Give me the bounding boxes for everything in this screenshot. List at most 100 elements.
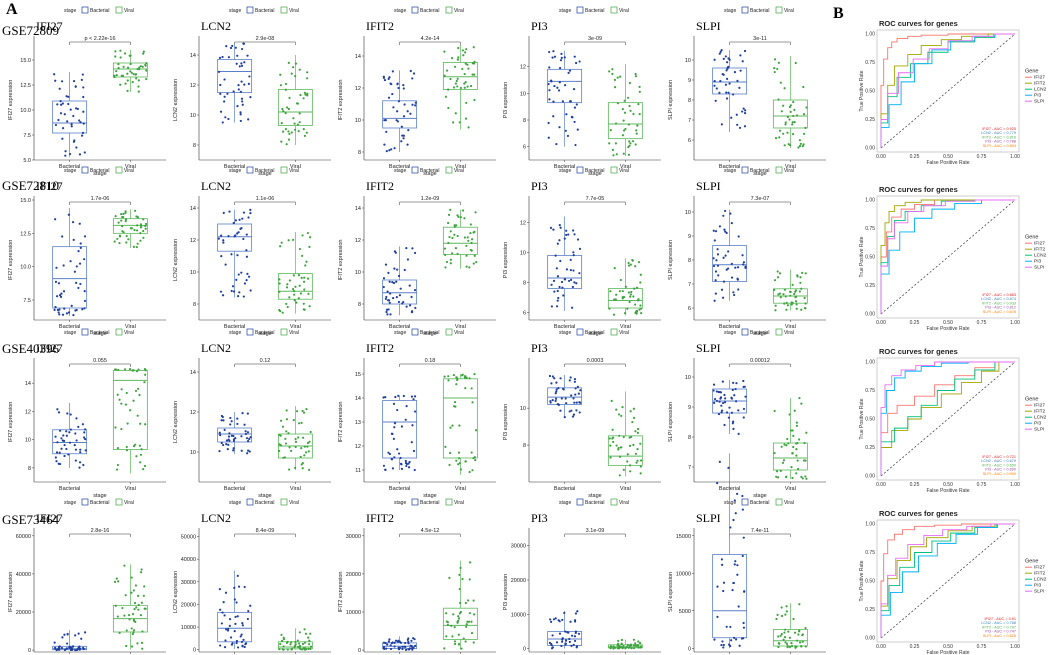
- data-point-bacterial: [246, 452, 249, 455]
- legend-title: stage: [229, 168, 241, 174]
- data-point-viral: [638, 113, 641, 116]
- y-tick-label: 8: [523, 443, 526, 449]
- data-point-bacterial: [555, 388, 558, 391]
- y-tick-label: 50000: [181, 535, 196, 541]
- data-point-viral: [287, 239, 290, 242]
- data-point-bacterial: [741, 254, 744, 257]
- box-bacterial: [712, 554, 748, 639]
- panel-b-label: B: [833, 5, 844, 22]
- data-point-bacterial: [720, 411, 723, 414]
- data-point-bacterial: [221, 294, 225, 297]
- legend-label-viral: Viral: [124, 500, 134, 506]
- data-point-viral: [293, 646, 296, 649]
- y-tick-label: 9: [688, 78, 691, 84]
- y-axis-title: SLPI expression: [668, 572, 674, 612]
- legend-title: stage: [229, 500, 241, 506]
- data-point-viral: [448, 576, 451, 579]
- data-point-bacterial: [79, 246, 82, 249]
- data-point-viral: [114, 215, 117, 218]
- data-point-bacterial: [412, 72, 416, 75]
- data-point-bacterial: [405, 246, 408, 250]
- data-point-viral: [626, 460, 629, 463]
- y-tick-label: 8: [358, 150, 361, 156]
- roc-y-tick-label: 0.50: [865, 417, 875, 423]
- data-point-bacterial: [232, 449, 235, 452]
- roc-legend-label-ifi27: IFI27: [1034, 403, 1045, 409]
- y-tick-label: 6: [523, 311, 526, 317]
- data-point-bacterial: [391, 92, 394, 96]
- gene-title: IFIT2: [366, 19, 394, 33]
- data-point-bacterial: [577, 392, 580, 395]
- data-point-viral: [785, 642, 789, 645]
- data-point-viral: [795, 303, 798, 306]
- x-axis-title: stage: [753, 331, 766, 337]
- data-point-bacterial: [382, 277, 386, 280]
- data-point-bacterial: [722, 581, 726, 584]
- data-point-bacterial: [397, 394, 400, 397]
- data-point-bacterial: [384, 396, 387, 399]
- data-point-viral: [780, 606, 783, 609]
- data-point-viral: [465, 623, 468, 626]
- data-point-viral: [308, 245, 311, 248]
- data-point-bacterial: [569, 620, 572, 623]
- data-point-bacterial: [404, 418, 407, 421]
- data-point-bacterial: [220, 419, 223, 422]
- data-point-bacterial: [572, 269, 575, 272]
- data-point-bacterial: [228, 439, 231, 442]
- data-point-viral: [137, 90, 140, 93]
- data-point-viral: [775, 475, 778, 478]
- legend-title: stage: [64, 8, 76, 14]
- data-point-bacterial: [720, 409, 724, 412]
- roc-x-tick-label: 0.75: [977, 644, 987, 650]
- data-point-bacterial: [219, 608, 222, 611]
- y-tick-label: 10: [25, 438, 31, 444]
- data-point-viral: [294, 445, 297, 449]
- roc-legend-label-ifi27: IFI27: [1034, 241, 1045, 247]
- y-axis-title: PI3 expression: [503, 404, 509, 440]
- data-point-bacterial: [82, 86, 85, 89]
- data-point-viral: [797, 633, 800, 636]
- data-point-bacterial: [73, 443, 76, 447]
- data-point-bacterial: [568, 379, 571, 382]
- data-point-viral: [307, 450, 310, 453]
- data-point-viral: [298, 247, 301, 251]
- data-point-bacterial: [238, 291, 241, 294]
- y-tick-label: 14: [190, 206, 196, 212]
- x-tick-label-bacterial: Bacterial: [224, 164, 245, 170]
- y-axis-title: LCN2 expression: [173, 401, 179, 443]
- data-point-bacterial: [712, 264, 716, 268]
- p-value-label: 2.9e-08: [256, 36, 275, 42]
- data-point-viral: [294, 285, 297, 288]
- data-point-viral: [799, 142, 802, 145]
- data-point-bacterial: [57, 282, 61, 285]
- data-point-bacterial: [576, 238, 580, 241]
- data-point-bacterial: [238, 218, 241, 221]
- data-point-bacterial: [221, 611, 224, 614]
- data-point-viral: [302, 411, 306, 414]
- data-point-viral: [308, 440, 311, 443]
- data-point-viral: [634, 311, 637, 315]
- data-point-viral: [469, 561, 472, 564]
- data-point-bacterial: [71, 648, 74, 651]
- data-point-viral: [113, 580, 117, 583]
- data-point-bacterial: [717, 274, 720, 277]
- data-point-bacterial: [403, 268, 406, 272]
- data-point-viral: [145, 222, 148, 226]
- data-point-viral: [634, 75, 638, 78]
- data-point-viral: [136, 67, 139, 71]
- data-point-viral: [130, 227, 133, 230]
- data-point-viral: [460, 647, 463, 650]
- data-point-bacterial: [719, 397, 722, 400]
- data-point-viral: [294, 128, 297, 131]
- data-point-bacterial: [720, 49, 723, 52]
- data-point-viral: [453, 233, 456, 236]
- roc-y-tick-label: 0.25: [865, 283, 875, 289]
- data-point-viral: [789, 104, 792, 107]
- data-point-viral: [796, 639, 799, 642]
- roc-legend-label-slpi: SLPI: [1034, 99, 1044, 105]
- data-point-viral: [302, 308, 305, 311]
- data-point-viral: [134, 209, 137, 212]
- data-point-viral: [612, 154, 615, 157]
- data-point-viral: [456, 621, 459, 624]
